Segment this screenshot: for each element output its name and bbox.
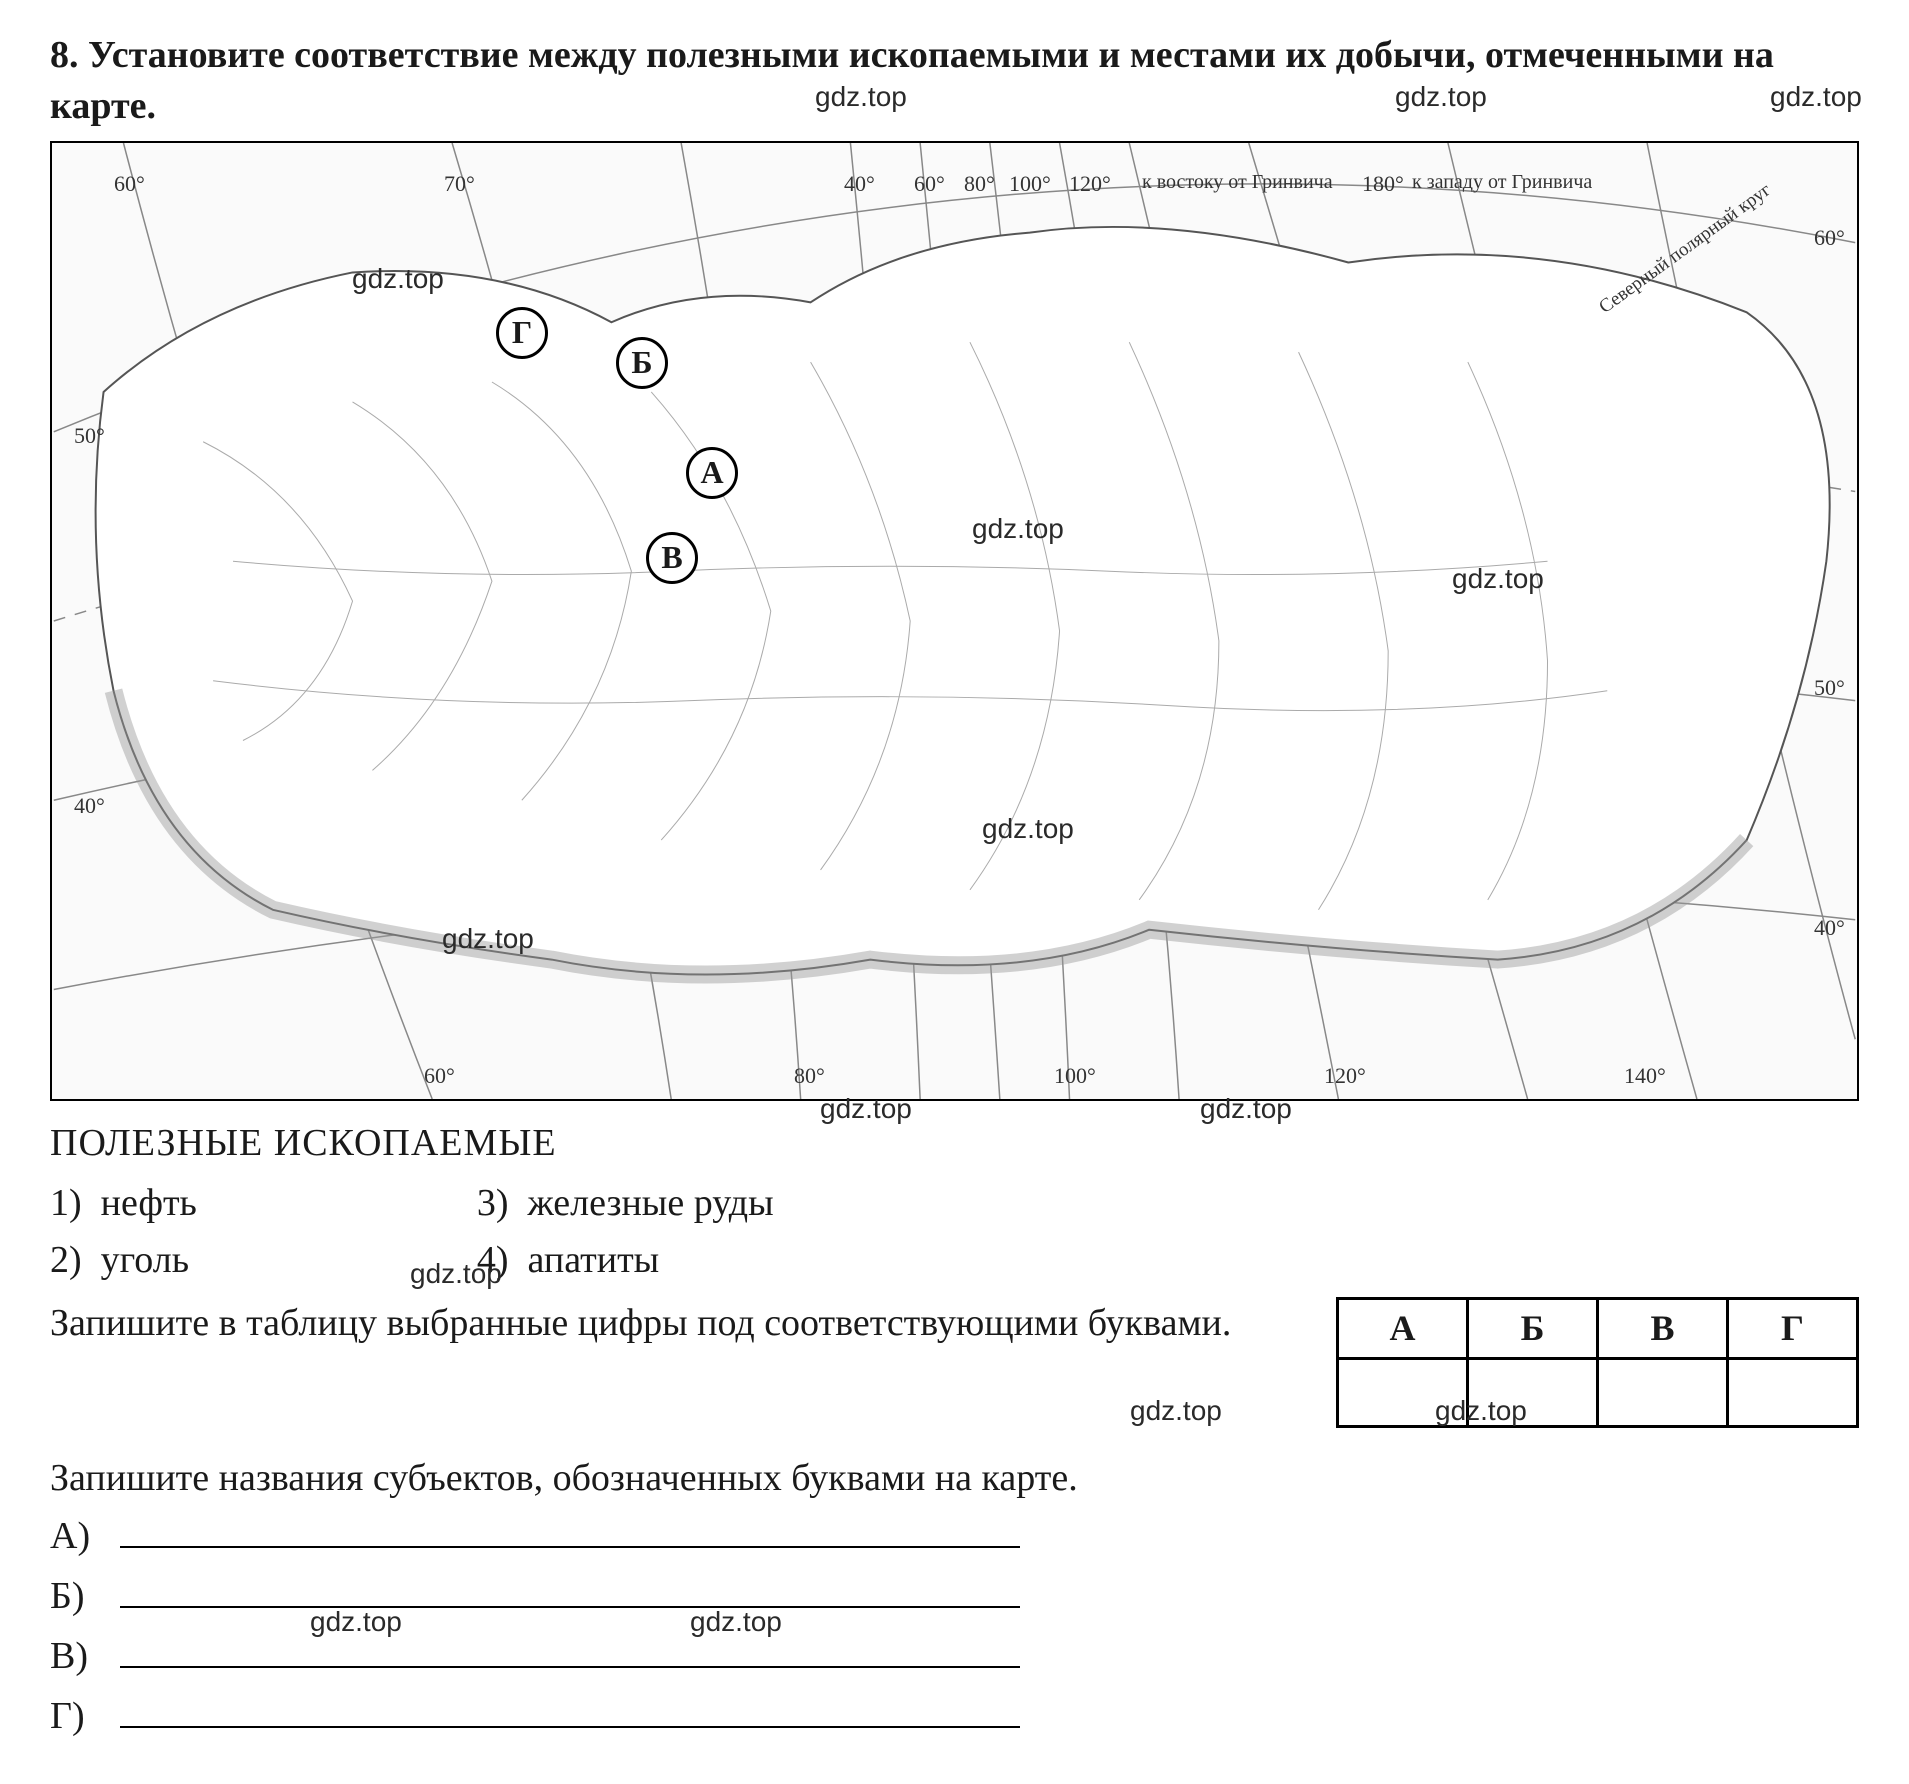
table-cell[interactable] [1338, 1358, 1468, 1426]
lat-label: 40° [74, 793, 105, 819]
lon-label: 120° [1069, 171, 1111, 197]
lon-label: 70° [444, 171, 475, 197]
watermark: gdz.top [1770, 78, 1862, 116]
lon-label: 60° [914, 171, 945, 197]
lat-label: 50° [1814, 675, 1845, 701]
lon-label: 40° [844, 171, 875, 197]
minerals-title: ПОЛЕЗНЫЕ ИСКОПАЕМЫЕ [50, 1121, 1859, 1165]
blank-input[interactable] [120, 1518, 1020, 1548]
table-header-g: Г [1728, 1298, 1858, 1358]
question-header: 8. Установите соответствие между полезны… [50, 30, 1859, 133]
subject-instruction: Запишите названия субъектов, обозначенны… [50, 1456, 1859, 1500]
subject-letter: Г) [50, 1694, 110, 1738]
watermark: gdz.top [1130, 1395, 1222, 1427]
lon-label: 60° [114, 171, 145, 197]
table-header-a: А [1338, 1298, 1468, 1358]
map-marker-b: Б [616, 337, 668, 389]
question-number: 8. [50, 34, 79, 76]
options-col-2: 3) железные руды 4) апатиты [477, 1175, 774, 1289]
watermark: gdz.top [815, 78, 907, 116]
table-header-b: Б [1468, 1298, 1598, 1358]
greenwich-west: к западу от Гринвича [1412, 171, 1592, 194]
lon-label-b: 100° [1054, 1063, 1096, 1089]
option-1: 1) нефть [50, 1175, 197, 1232]
lon-label-b: 80° [794, 1063, 825, 1089]
option-2: 2) уголь [50, 1232, 197, 1289]
subject-line-b: Б) gdz.top gdz.top [50, 1574, 1859, 1618]
map-russia: 60° 70° 40° 60° 80° 100° 120° к востоку … [50, 141, 1859, 1101]
subject-letter: В) [50, 1634, 110, 1678]
instruction-table-row: Запишите в таблицу выбранные цифры под с… [50, 1297, 1859, 1428]
options-row: 1) нефть 2) уголь 3) железные руды 4) ап… [50, 1175, 1859, 1289]
subject-line-v: В) [50, 1634, 1859, 1678]
question-text: Установите соответствие между полезными … [50, 34, 1774, 127]
lon-label: 100° [1009, 171, 1051, 197]
blank-input[interactable] [120, 1698, 1020, 1728]
lon-label-b: 60° [424, 1063, 455, 1089]
table-row: А Б В Г [1338, 1298, 1858, 1358]
table-cell[interactable] [1468, 1358, 1598, 1426]
subject-letter: А) [50, 1514, 110, 1558]
table-row [1338, 1358, 1858, 1426]
table-cell[interactable] [1728, 1358, 1858, 1426]
table-header-v: В [1598, 1298, 1728, 1358]
blank-input[interactable] [120, 1638, 1020, 1668]
lon-label-b: 140° [1624, 1063, 1666, 1089]
greenwich-east: к востоку от Гринвича [1142, 171, 1333, 194]
map-marker-g: Г [496, 307, 548, 359]
option-3: 3) железные руды [477, 1175, 774, 1232]
lon-label-b: 120° [1324, 1063, 1366, 1089]
blank-input[interactable] [120, 1578, 1020, 1608]
lat-label: 40° [1814, 915, 1845, 941]
map-marker-v: В [646, 532, 698, 584]
lon-label: 80° [964, 171, 995, 197]
subject-line-g: Г) [50, 1694, 1859, 1738]
watermark: gdz.top [1395, 78, 1487, 116]
options-col-1: 1) нефть 2) уголь [50, 1175, 197, 1289]
lat-label: 60° [1814, 225, 1845, 251]
deg180: 180° [1362, 171, 1404, 197]
map-svg [52, 143, 1857, 1099]
map-marker-a: А [686, 447, 738, 499]
option-4: 4) апатиты [477, 1232, 774, 1289]
table-cell[interactable] [1598, 1358, 1728, 1426]
subject-letter: Б) [50, 1574, 110, 1618]
subject-line-a: А) [50, 1514, 1859, 1558]
answer-table: А Б В Г [1336, 1297, 1859, 1428]
instruction-text: Запишите в таблицу выбранные цифры под с… [50, 1297, 1296, 1350]
lat-label: 50° [74, 423, 105, 449]
